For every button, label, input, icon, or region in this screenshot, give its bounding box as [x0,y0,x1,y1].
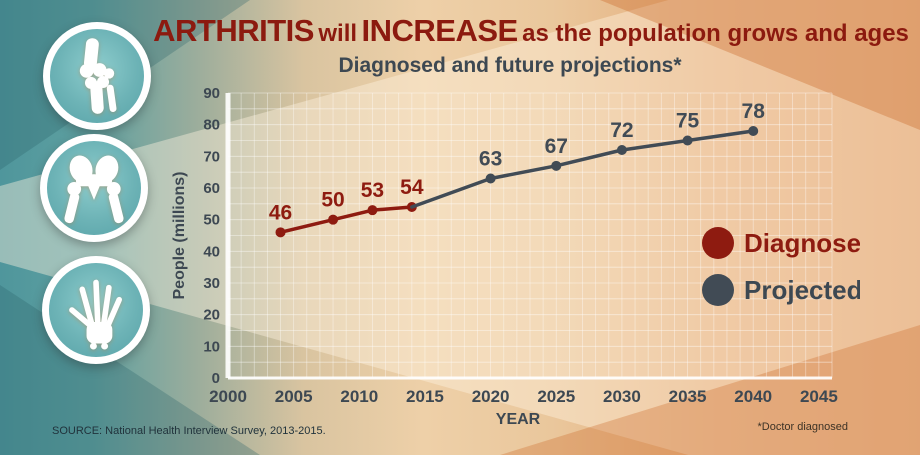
x-tick-label: 2040 [734,387,772,406]
diagnosed-point-label: 54 [400,176,424,199]
x-tick-label: 2030 [603,387,641,406]
y-tick-label: 70 [203,148,220,165]
legend-swatch-diagnosed [702,227,734,259]
x-tick-label: 2000 [209,387,247,406]
projected-point [748,126,759,136]
x-axis-title: YEAR [496,411,541,428]
x-tick-label: 2015 [406,387,444,406]
y-tick-label: 60 [203,180,220,197]
x-tick-label: 2020 [472,387,510,406]
x-tick-label: 2035 [669,387,707,406]
diagnosed-point [328,214,339,225]
diagnosed-point [367,205,378,216]
projected-point [682,135,693,146]
diagnosed-point-label: 50 [321,189,344,212]
x-tick-label: 2025 [537,387,575,406]
hip-xray-illustration [47,141,141,235]
hand-xray-illustration [49,263,143,357]
projected-point [551,160,562,171]
chart-subtitle: Diagnosed and future projections* [338,54,682,77]
x-tick-label: 2010 [340,387,378,406]
title-tail: as the population grows and ages [522,20,909,47]
y-tick-label: 0 [212,370,220,387]
line-chart: 2000 2005 2010 2015 2020 2025 2030 2035 2040 2045… [160,80,877,430]
y-tick-label: 40 [203,243,220,260]
knee-xray-illustration [50,29,144,123]
title-word-arthritis: ARTHRITIS [153,13,314,48]
hip-xray-icon [40,134,148,242]
y-axis-title: People (millions) [171,171,188,299]
projected-point-label: 75 [676,110,700,133]
legend-swatch-projected [702,274,734,306]
projected-point-label: 67 [545,135,568,158]
projected-point-label: 63 [479,148,502,171]
projected-point [485,173,496,184]
diagnosed-point [275,227,286,238]
diagnosed-point-label: 53 [361,179,384,202]
x-tick-label: 2045 [800,387,838,406]
y-tick-label: 10 [203,338,220,355]
diagnosed-line [278,205,414,235]
x-tick-label: 2005 [275,387,313,406]
y-tick-label: 20 [203,307,220,324]
y-tick-label: 50 [203,212,220,229]
y-tick-label: 90 [203,85,220,102]
projected-line [410,129,755,209]
source-text: SOURCE: National Health Interview Survey… [52,425,326,437]
title-word-will: will [318,20,358,47]
y-tick-label: 30 [203,275,220,292]
projected-point-label: 72 [610,119,633,142]
legend-label-diagnosed: Diagnosed [744,228,860,258]
page-title: ARTHRITIS will INCREASE as the populatio… [150,13,912,49]
chart-plot: 2000 2005 2010 2015 2020 2025 2030 2035 2040 2045… [171,85,877,428]
knee-xray-icon [43,22,151,130]
projected-point-label: 78 [742,100,766,123]
y-tick-label: 80 [203,117,220,134]
footnote-text: *Doctor diagnosed [757,421,848,433]
projected-point [616,145,627,155]
diagnosed-point-label: 46 [269,201,292,224]
legend-label-projected: Projected [744,275,860,305]
hand-xray-icon [42,256,150,364]
title-word-increase: INCREASE [361,13,519,48]
